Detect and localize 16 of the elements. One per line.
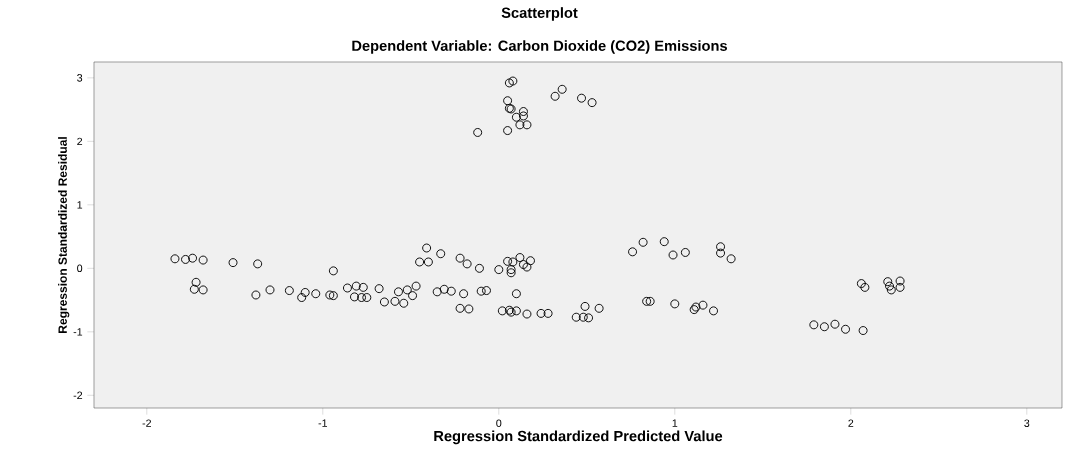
- y-tick-label: -1: [73, 328, 83, 336]
- x-axis-title: Regression Standardized Predicted Value: [434, 430, 723, 445]
- chart-title: Scatterplot: [501, 7, 578, 21]
- y-tick-label: -2: [73, 391, 83, 400]
- x-tick-label: 0: [496, 419, 502, 427]
- x-tick-label: -1: [318, 419, 328, 427]
- y-tick-label: 3: [77, 74, 83, 82]
- x-tick-label: -2: [142, 419, 151, 427]
- y-axis-title: Regression Standardized Residual: [58, 137, 70, 333]
- x-tick-label: 3: [1024, 419, 1030, 427]
- x-tick-label: 2: [848, 419, 854, 427]
- y-tick-label: 2: [77, 137, 83, 146]
- y-tick-label: 1: [77, 201, 83, 209]
- y-tick-label: 0: [77, 264, 83, 273]
- chart-subtitle: Dependent Variable: Carbon Dioxide (CO2) Emissions: [352, 40, 727, 54]
- x-tick-label: 1: [672, 419, 678, 427]
